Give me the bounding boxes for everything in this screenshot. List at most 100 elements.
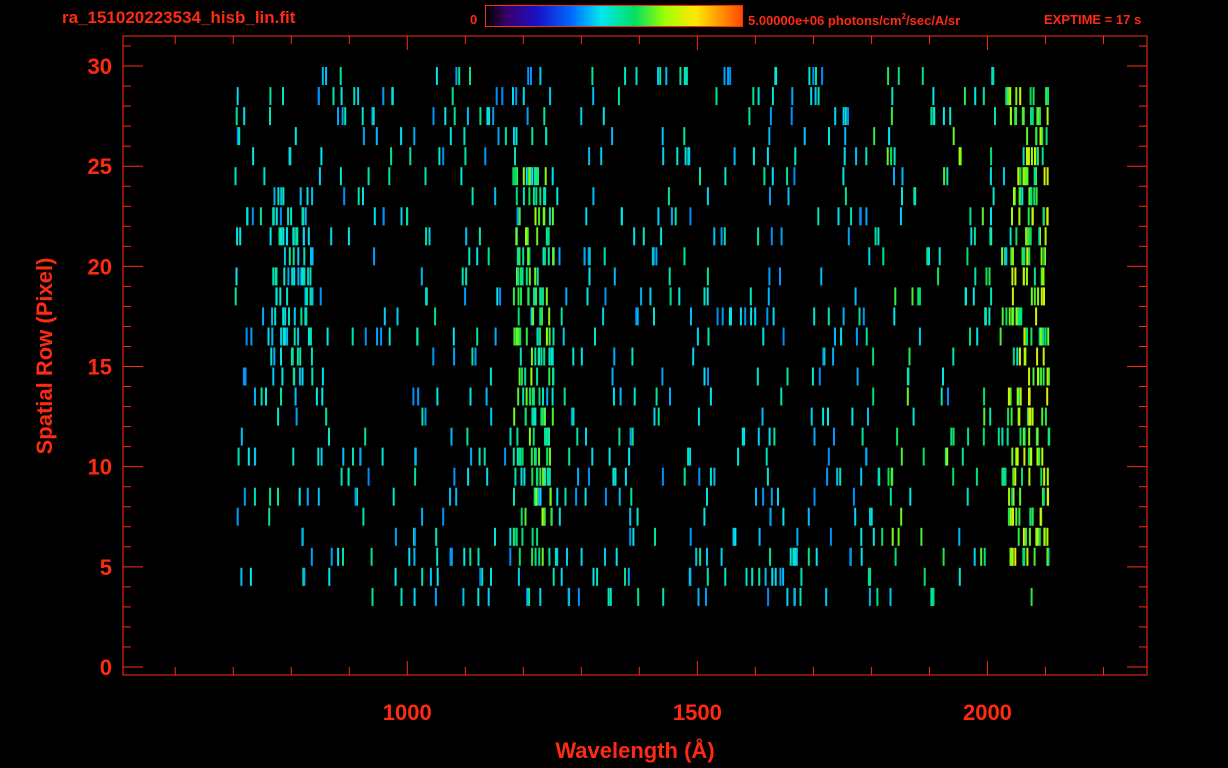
- heatmap-cell: [549, 87, 552, 106]
- heatmap-cell: [1021, 247, 1024, 266]
- heatmap-cell: [734, 527, 737, 546]
- heatmap-cell: [487, 247, 490, 266]
- heatmap-cell: [373, 247, 376, 266]
- heatmap-cell: [357, 187, 360, 206]
- heatmap-cell: [357, 87, 360, 106]
- heatmap-cell: [812, 67, 815, 85]
- heatmap-cell: [966, 247, 969, 266]
- heatmap-cell: [577, 467, 580, 486]
- heatmap-cell: [236, 227, 239, 246]
- heatmap-cell: [591, 67, 594, 85]
- heatmap-cell: [435, 527, 438, 546]
- heatmap-cell: [245, 327, 248, 346]
- heatmap-cell: [269, 107, 271, 126]
- heatmap-cell: [958, 527, 961, 546]
- heatmap-cell: [761, 407, 764, 426]
- heatmap-cell: [684, 147, 687, 166]
- heatmap-cell: [518, 447, 521, 466]
- heatmap-cell: [572, 347, 575, 366]
- heatmap-cell: [1040, 287, 1043, 306]
- heatmap-cell: [655, 247, 658, 266]
- heatmap-cell: [1022, 167, 1025, 186]
- heatmap-cell: [516, 447, 519, 466]
- heatmap-cell: [703, 507, 706, 526]
- heatmap-cell: [950, 427, 953, 446]
- heatmap-cell: [689, 567, 692, 586]
- heatmap-cell: [528, 167, 531, 186]
- heatmap-cell: [833, 427, 835, 446]
- heatmap-cell: [609, 587, 612, 606]
- heatmap-cell: [271, 307, 274, 326]
- heatmap-cell: [396, 307, 399, 326]
- heatmap-cell: [769, 187, 771, 206]
- heatmap-cell: [963, 87, 966, 106]
- heatmap-cell: [779, 567, 782, 586]
- heatmap-cell: [966, 487, 969, 506]
- heatmap-cell: [554, 547, 557, 566]
- heatmap-cell: [285, 227, 288, 246]
- heatmap-cell: [849, 547, 852, 566]
- heatmap-cell: [268, 507, 271, 526]
- heatmap-cell: [518, 547, 521, 566]
- heatmap-cell: [1025, 227, 1028, 246]
- heatmap-cell: [1028, 187, 1031, 206]
- heatmap-cell: [436, 567, 439, 586]
- heatmap-cell: [544, 427, 546, 446]
- heatmap-cell: [1034, 147, 1036, 166]
- heatmap-cell: [1042, 207, 1045, 226]
- heatmap-cell: [588, 467, 590, 486]
- heatmap-cell: [532, 427, 535, 446]
- heatmap-cell: [840, 327, 843, 346]
- heatmap-cell: [536, 227, 539, 246]
- heatmap-cell: [513, 327, 516, 346]
- heatmap-cell: [635, 307, 638, 326]
- heatmap-cell: [299, 187, 302, 206]
- heatmap-cell: [270, 347, 273, 366]
- heatmap-cell: [713, 467, 716, 486]
- heatmap-cell: [652, 247, 655, 266]
- heatmap-cell: [424, 167, 427, 186]
- heatmap-cell: [859, 207, 862, 226]
- heatmap-cell: [556, 487, 559, 506]
- heatmap-cell: [452, 327, 455, 346]
- heatmap-cell: [376, 327, 379, 346]
- heatmap-cell: [1030, 287, 1033, 306]
- heatmap-cell: [281, 367, 284, 386]
- heatmap-cell: [642, 227, 645, 246]
- heatmap-cell: [1014, 267, 1017, 286]
- heatmap-cell: [1029, 507, 1032, 526]
- heatmap-cell: [520, 287, 522, 306]
- heatmap-cell: [237, 447, 240, 466]
- heatmap-cell: [488, 107, 491, 126]
- heatmap-cell: [465, 227, 468, 246]
- heatmap-cell: [794, 547, 797, 566]
- heatmap-cell: [234, 167, 237, 186]
- heatmap-cell: [745, 567, 748, 586]
- heatmap-cell: [997, 427, 1000, 446]
- heatmap-cell: [715, 87, 718, 106]
- heatmap-cell: [624, 567, 626, 586]
- heatmap-cell: [912, 407, 915, 426]
- x-tick-label: 1000: [383, 700, 432, 725]
- heatmap-cell: [1015, 507, 1018, 526]
- heatmap-cell: [494, 327, 497, 346]
- heatmap-cell: [1041, 147, 1044, 166]
- heatmap-cell: [744, 307, 747, 326]
- heatmap-cell: [282, 87, 284, 106]
- heatmap-cell: [543, 407, 546, 426]
- heatmap-cell: [534, 267, 537, 286]
- heatmap-cell: [1035, 167, 1037, 186]
- heatmap-cell: [469, 387, 472, 406]
- heatmap-cell: [858, 307, 861, 326]
- heatmap-cell: [525, 327, 528, 346]
- heatmap-cell: [1047, 367, 1050, 386]
- heatmap-cell: [867, 567, 870, 586]
- heatmap-cell: [321, 67, 324, 85]
- heatmap-cell: [1026, 247, 1029, 266]
- heatmap-cell: [311, 287, 314, 306]
- heatmap-cell: [536, 367, 539, 386]
- heatmap-cell: [594, 327, 596, 346]
- heatmap-cell: [297, 267, 300, 286]
- heatmap-cell: [868, 247, 871, 266]
- heatmap-cell: [1035, 127, 1038, 146]
